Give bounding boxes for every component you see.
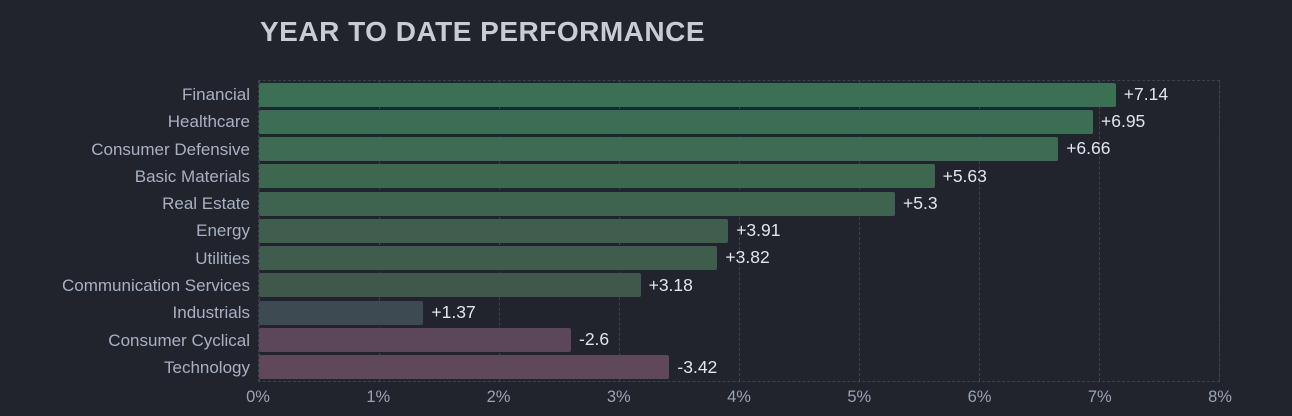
x-tick-label: 5% [847, 388, 872, 406]
bar [259, 82, 1116, 107]
plot-area: Financial +7.14 Healthcare +6.95 Consumer De… [62, 80, 1220, 382]
chart-row: Basic Materials +5.63 [135, 163, 1219, 190]
x-tick-label: 7% [1087, 388, 1112, 406]
category-label: Consumer Cyclical [108, 330, 250, 350]
value-label: +1.37 [431, 302, 476, 322]
bar [259, 164, 935, 189]
bar [259, 328, 571, 353]
gridline [979, 81, 980, 381]
value-label: +3.18 [648, 274, 693, 295]
category-label: Consumer Defensive [91, 139, 250, 159]
x-tick-label: 0% [246, 388, 270, 406]
chart-row: Financial +7.14 [182, 81, 1219, 108]
value-label: +6.95 [1101, 111, 1146, 132]
category-label: Industrials [172, 303, 250, 323]
chart-row: Real Estate +5.3 [162, 190, 1219, 217]
chart-row: Technology -3.42 [164, 354, 1219, 381]
gridline [859, 81, 860, 381]
value-label: +3.82 [725, 247, 770, 268]
gridline [739, 81, 740, 381]
chart-row: Communication Services +3.18 [62, 272, 1219, 299]
bar [259, 300, 424, 325]
category-label: Utilities [195, 248, 250, 268]
x-tick-label: 1% [366, 388, 391, 406]
x-tick-label: 3% [606, 388, 631, 406]
category-label: Technology [163, 357, 250, 377]
value-label: +5.63 [942, 165, 987, 186]
chart-row: Healthcare +6.95 [168, 108, 1219, 135]
value-label: -2.6 [579, 329, 610, 350]
bar [259, 109, 1093, 134]
chart-row: Consumer Cyclical -2.6 [108, 326, 1219, 353]
bar [259, 218, 729, 243]
category-label: Real Estate [162, 194, 250, 214]
category-label: Basic Materials [134, 166, 250, 186]
gridline [1219, 81, 1220, 381]
category-label: Healthcare [167, 112, 250, 132]
chart-row: Utilities +3.82 [195, 245, 1219, 272]
category-label: Energy [196, 221, 250, 241]
chart-row: Consumer Defensive +6.66 [91, 136, 1219, 163]
value-label: +3.91 [736, 220, 781, 241]
x-tick-label: 4% [727, 388, 751, 406]
chart-row: Energy +3.91 [196, 217, 1219, 244]
bar [259, 191, 895, 216]
value-label: +5.3 [903, 192, 938, 213]
value-label: -3.42 [677, 356, 718, 377]
chart-title: YEAR TO DATE PERFORMANCE [260, 16, 705, 47]
category-label: Communication Services [61, 275, 250, 295]
x-tick-label: 8% [1208, 388, 1232, 406]
bar-rows: Financial +7.14 Healthcare +6.95 Consumer De… [62, 81, 1219, 381]
category-label: Financial [181, 85, 250, 105]
bar [259, 355, 670, 380]
chart-row: Industrials +1.37 [173, 299, 1219, 326]
x-tick-label: 6% [967, 388, 992, 406]
gridline [1099, 81, 1100, 381]
bar [259, 137, 1059, 162]
value-label: +7.14 [1123, 83, 1169, 104]
bar [259, 246, 718, 271]
x-tick-label: 2% [486, 388, 511, 406]
value-label: +6.66 [1066, 138, 1111, 159]
x-axis: 0% 1% 2% 3% 4% 5% 6% 7% 8% [246, 388, 1232, 410]
bar [259, 273, 641, 298]
